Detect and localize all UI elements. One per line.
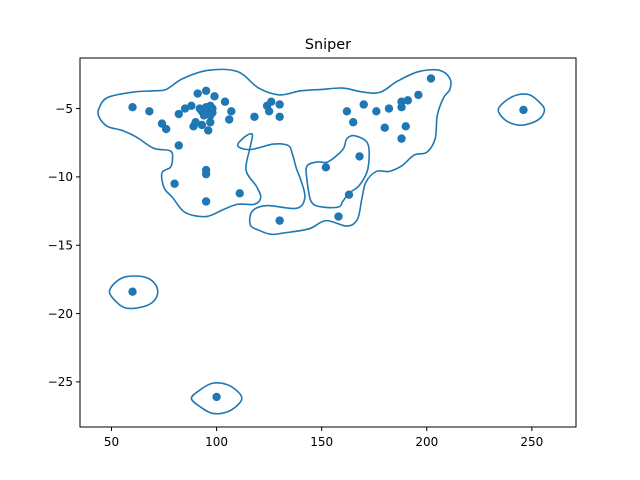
scatter-point bbox=[220, 97, 230, 106]
scatter-point bbox=[397, 103, 406, 112]
scatter-point bbox=[250, 112, 259, 121]
scatter-point bbox=[170, 179, 179, 188]
kde-contour-line bbox=[97, 68, 452, 236]
y-tick-label: −15 bbox=[48, 239, 73, 253]
scatter-point bbox=[519, 105, 528, 115]
kde-contour-line bbox=[305, 134, 371, 209]
scatter-point bbox=[235, 189, 244, 198]
scatter-point bbox=[275, 112, 284, 121]
x-tick-label: 200 bbox=[415, 435, 438, 449]
scatter-point bbox=[275, 216, 284, 225]
scatter-point bbox=[384, 104, 394, 113]
y-tick-label: −5 bbox=[55, 102, 73, 116]
scatter-point bbox=[191, 118, 200, 127]
kde-contour-line bbox=[108, 275, 159, 310]
x-tick-label: 100 bbox=[205, 435, 228, 449]
scatter-point bbox=[210, 92, 219, 101]
scatter-point bbox=[204, 126, 213, 135]
scatter-point bbox=[208, 108, 217, 117]
scatter-point bbox=[372, 107, 381, 116]
scatter-point bbox=[321, 163, 331, 172]
scatter-point bbox=[201, 169, 211, 179]
plot-frame bbox=[79, 57, 577, 428]
scatter-point bbox=[380, 123, 389, 132]
scatter-points bbox=[128, 74, 528, 402]
scatter-point bbox=[401, 122, 410, 131]
scatter-point bbox=[349, 118, 358, 127]
scatter-point bbox=[206, 118, 215, 127]
kde-contours bbox=[97, 68, 546, 415]
scatter-point bbox=[174, 109, 183, 119]
scatter-point bbox=[201, 86, 211, 96]
scatter-point bbox=[344, 190, 354, 199]
x-tick-label: 150 bbox=[310, 435, 333, 449]
kde-contour-line bbox=[190, 382, 243, 415]
scatter-point bbox=[275, 100, 284, 109]
scatter-point bbox=[342, 107, 352, 116]
scatter-point bbox=[212, 392, 221, 402]
y-tick-label: −25 bbox=[48, 375, 73, 389]
scatter-point bbox=[225, 115, 234, 124]
scatter-point bbox=[201, 197, 211, 206]
x-tick-label: 250 bbox=[520, 435, 543, 449]
y-tick-label: −10 bbox=[48, 170, 73, 184]
scatter-point bbox=[193, 89, 202, 98]
scatter-point bbox=[264, 107, 274, 116]
scatter-point bbox=[267, 97, 276, 106]
scatter-point bbox=[414, 90, 423, 100]
axes: 50 100 150 200 250 −5 −10 −15 −20 −25 bbox=[48, 57, 577, 449]
scatter-point bbox=[403, 96, 413, 105]
y-tick-label: −20 bbox=[48, 307, 73, 321]
scatter-point bbox=[187, 101, 196, 111]
scatter-point bbox=[197, 120, 207, 130]
scatter-point bbox=[397, 134, 406, 143]
scatter-point bbox=[161, 124, 171, 134]
chart-title: Sniper bbox=[305, 37, 351, 53]
scatter-point bbox=[227, 107, 236, 116]
scatter-point bbox=[145, 107, 154, 116]
scatter-point bbox=[128, 103, 137, 112]
scatter-point bbox=[359, 100, 368, 109]
scatter-point bbox=[334, 212, 343, 221]
scatter-point bbox=[180, 104, 190, 113]
x-tick-label: 50 bbox=[104, 435, 119, 449]
scatter-point bbox=[174, 141, 183, 150]
scatter-point bbox=[128, 287, 137, 296]
scatter-point bbox=[426, 74, 436, 83]
scatter-point bbox=[355, 152, 364, 161]
kde-contour-line bbox=[497, 93, 546, 127]
